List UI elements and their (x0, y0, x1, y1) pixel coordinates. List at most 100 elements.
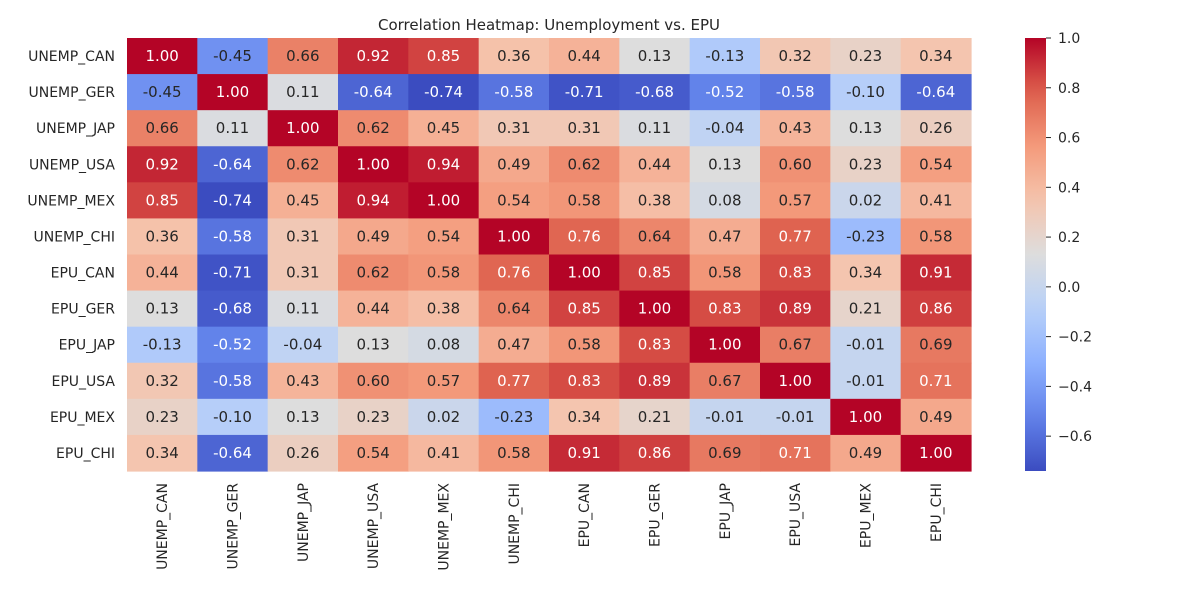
heatmap-cell-value: -0.13 (143, 336, 182, 354)
heatmap-cell (267, 218, 339, 256)
heatmap-cell-value: 0.54 (497, 191, 530, 209)
heatmap-cell-value: 0.11 (638, 119, 671, 137)
heatmap-cell (478, 182, 550, 220)
heatmap-cell-value: 0.34 (567, 408, 600, 426)
row-labels: UNEMP_CAN UNEMP_GER UNEMP_JAP UNEMP_USA UNEM… (27, 49, 115, 462)
heatmap-cell-value: 0.71 (778, 444, 811, 462)
heatmap-cell (549, 398, 620, 436)
heatmap-cell (689, 218, 761, 256)
heatmap-cell (127, 38, 198, 75)
heatmap-cell (549, 362, 620, 400)
heatmap-cell-value: -0.23 (846, 227, 885, 245)
heatmap-cell-value: 0.86 (638, 444, 671, 462)
heatmap-cell (689, 434, 761, 472)
heatmap-cell-value: -0.58 (213, 227, 252, 245)
heatmap-cell (830, 362, 902, 400)
heatmap-cell (900, 38, 972, 75)
heatmap-cell (549, 38, 620, 75)
column-label: UNEMP_JAP (296, 483, 312, 562)
row-label: EPU_USA (51, 374, 115, 390)
colorbar-tick-label: 0.8 (1058, 81, 1080, 97)
heatmap-cell-value: -0.71 (565, 83, 604, 101)
heatmap-cell-value: 0.44 (638, 155, 671, 173)
heatmap-cell (197, 326, 269, 364)
heatmap-cell-value: 0.62 (567, 155, 600, 173)
column-label: UNEMP_USA (366, 483, 382, 569)
heatmap-cell-value: 0.11 (216, 119, 249, 137)
heatmap-cell (267, 110, 339, 147)
heatmap-cell-value: 0.13 (849, 119, 882, 137)
heatmap-cell-value: 0.85 (638, 264, 671, 282)
heatmap-cell-value: 0.62 (286, 155, 319, 173)
heatmap-cell (760, 110, 831, 147)
heatmap-cell-value: 0.44 (145, 264, 178, 282)
colorbar-ticks: 1.0 0.8 0.6 0.4 0.2 0.0 −0.2 −0.4 −0.6 (1046, 31, 1092, 445)
heatmap-cell (830, 290, 902, 328)
row-label: EPU_JAP (59, 338, 115, 354)
heatmap-cell (127, 218, 198, 256)
heatmap-cell (760, 398, 831, 436)
heatmap-cell (408, 110, 480, 147)
heatmap-cell (900, 290, 972, 328)
heatmap-cell-value: 0.86 (919, 300, 952, 318)
heatmap-cell (900, 254, 972, 292)
heatmap-cell-value: 0.23 (849, 155, 882, 173)
heatmap-cell-value: 1.00 (356, 155, 389, 173)
heatmap-cell (197, 398, 269, 436)
heatmap-cell (127, 362, 198, 400)
heatmap-cell-value: -0.68 (635, 83, 674, 101)
colorbar-tick-label: −0.6 (1058, 429, 1092, 445)
heatmap-cell-value: -0.58 (776, 83, 815, 101)
column-label: EPU_MEX (859, 483, 875, 548)
column-labels: UNEMP_CAN UNEMP_GER UNEMP_JAP UNEMP_USA UNEM… (155, 483, 945, 571)
heatmap-cell (338, 398, 409, 436)
heatmap-cell-value: 0.67 (778, 336, 811, 354)
heatmap-cell (338, 362, 409, 400)
heatmap-cell-value: 0.49 (356, 227, 389, 245)
heatmap-cell-value: 0.76 (567, 227, 600, 245)
heatmap-cell-value: 0.32 (145, 372, 178, 390)
row-label: UNEMP_GER (28, 85, 115, 101)
heatmap-cell (549, 110, 620, 147)
heatmap-cell (338, 110, 409, 147)
heatmap-cell-value: -0.58 (494, 83, 533, 101)
heatmap-cell (760, 362, 831, 400)
heatmap-cell-value: 0.94 (356, 191, 389, 209)
heatmap-cell (338, 218, 409, 256)
chart-title: Correlation Heatmap: Unemployment vs. EP… (378, 16, 720, 34)
heatmap-cell (619, 290, 691, 328)
heatmap-cell-value: 1.00 (427, 191, 460, 209)
heatmap-cell (760, 38, 831, 75)
heatmap-cell (478, 326, 550, 364)
heatmap-cell-value: 0.54 (356, 444, 389, 462)
heatmap-cell-value: 0.49 (849, 444, 882, 462)
heatmap-cell (408, 362, 480, 400)
heatmap-cell-value: 0.89 (638, 372, 671, 390)
heatmap-cell-value: 0.47 (497, 336, 530, 354)
heatmap-cell (900, 146, 972, 183)
heatmap-cell-value: 0.43 (286, 372, 319, 390)
heatmap-cell (619, 182, 691, 220)
heatmap-cell (689, 74, 761, 111)
heatmap-cell-value: 0.58 (919, 227, 952, 245)
heatmap-cell-value: 0.94 (427, 155, 460, 173)
heatmap-cell (408, 74, 480, 111)
heatmap-cell (619, 434, 691, 472)
heatmap-cell (267, 182, 339, 220)
heatmap-cell-value: -0.01 (776, 408, 815, 426)
heatmap-cell (127, 398, 198, 436)
heatmap-cell-value: 0.13 (638, 47, 671, 65)
heatmap-cell-value: -0.10 (213, 408, 252, 426)
heatmap-cell-value: -0.64 (213, 444, 252, 462)
row-label: EPU_CAN (51, 266, 115, 282)
heatmap-cell-value: 0.58 (427, 264, 460, 282)
column-label: EPU_CAN (577, 483, 593, 547)
row-label: UNEMP_MEX (27, 193, 115, 209)
heatmap-cell (197, 254, 269, 292)
heatmap-cell (408, 254, 480, 292)
heatmap-cell-value: 0.23 (145, 408, 178, 426)
heatmap-cell-value: 0.13 (286, 408, 319, 426)
heatmap-cell-value: 0.47 (708, 227, 741, 245)
heatmap-cell (338, 326, 409, 364)
heatmap-cell-value: 0.76 (497, 264, 530, 282)
